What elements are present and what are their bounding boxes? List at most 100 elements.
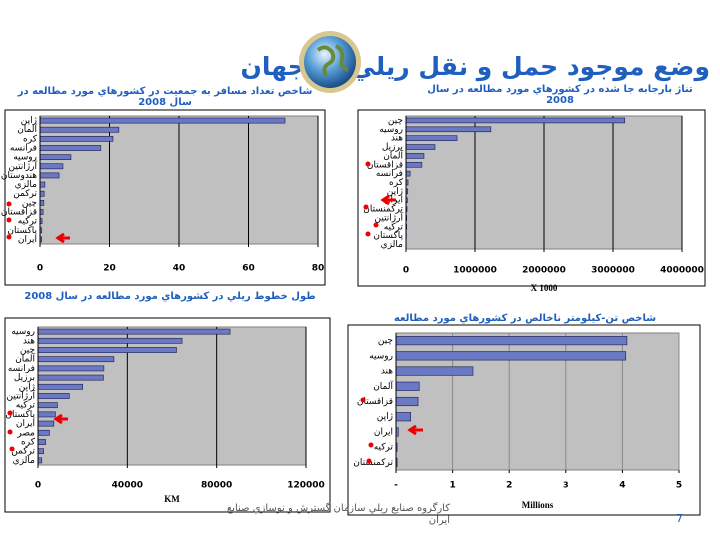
y-tick-label: فرانسه <box>376 169 403 179</box>
y-tick-label: ايران <box>18 235 37 245</box>
bar <box>405 144 436 150</box>
dot <box>6 217 12 223</box>
chart-title: شاخص تعداد مسافر به جمعيت در كشورهاي مور… <box>17 86 313 108</box>
bar <box>39 117 286 124</box>
y-tick-label: آلمان <box>383 149 403 161</box>
y-tick-label: پاكستان <box>373 231 403 241</box>
bar <box>39 190 45 197</box>
bar <box>395 366 474 376</box>
y-tick-label: قزاقستان <box>1 208 37 218</box>
x-tick-label: 4 <box>619 481 625 491</box>
bar <box>405 153 425 159</box>
dot <box>7 429 13 435</box>
y-tick-label: فرانسه <box>10 144 37 154</box>
page-number: 7 <box>676 512 683 525</box>
dot <box>360 397 366 403</box>
bar <box>37 393 70 399</box>
dot <box>6 234 12 240</box>
x-tick-label: 0 <box>403 266 409 276</box>
y-tick-label: ژاپن <box>19 382 35 392</box>
bar <box>39 135 114 142</box>
x-tick-label: 3 <box>563 481 569 490</box>
x-tick-label: 4000000 <box>660 266 704 276</box>
arrow <box>407 424 423 436</box>
y-tick-label: روسيه <box>369 351 393 361</box>
x-tick-label: 0 <box>37 264 43 274</box>
chart-title: طول خطوط ريلي در كشورهاي مورد مطالعه در … <box>24 291 316 302</box>
y-tick-label: آرژانتين <box>375 211 404 223</box>
y-tick-label: كره <box>23 134 38 144</box>
bar <box>37 411 56 418</box>
y-tick-label: مالزي <box>13 456 35 466</box>
footer: كارگروه صنايع ريلي سازمان گسترش و نوسازي… <box>226 503 450 526</box>
chart-title: شاخص تن-كيلومتر ناخالص در كشورهاي مورد م… <box>393 313 657 324</box>
dot <box>363 204 369 210</box>
y-tick-label: قزاقستان <box>367 160 403 170</box>
bar <box>405 117 626 124</box>
y-tick-label: برزيل <box>14 373 35 383</box>
x-tick-label: 80 <box>312 264 325 274</box>
dot <box>7 410 13 416</box>
bar <box>39 199 45 206</box>
y-tick-label: تركمن <box>11 447 35 457</box>
x-tick-label: 5 <box>676 481 682 491</box>
x-axis-label: Millions <box>522 500 554 510</box>
x-tick-label: 1 <box>449 481 455 491</box>
bar <box>37 383 83 390</box>
y-tick-label: آرژانتين <box>9 160 38 172</box>
y-tick-label: فرانسه <box>8 364 35 374</box>
bar <box>405 170 411 177</box>
y-tick-label: تركيه <box>16 401 36 411</box>
y-tick-label: آلمان <box>373 380 393 392</box>
x-tick-label: 40 <box>173 264 186 274</box>
bar <box>37 328 231 335</box>
dot <box>373 222 379 228</box>
chart-title: تناژ بارجابه جا شده در كشورهاي مورد مطال… <box>427 84 693 106</box>
y-tick-label: تركيه <box>374 443 394 453</box>
highlights <box>6 161 423 464</box>
y-tick-label: روسيه <box>13 153 37 163</box>
y-tick-label: هند <box>391 134 403 144</box>
bar <box>37 356 115 363</box>
y-tick-label: تركيه <box>384 222 404 232</box>
bar <box>395 412 412 422</box>
y-tick-label: مصر <box>16 428 35 438</box>
y-tick-label: آلمان <box>15 353 35 365</box>
y-tick-label: مالزي <box>381 240 403 250</box>
y-tick-label: روسيه <box>11 327 35 337</box>
x-tick-label: 2 <box>506 481 512 491</box>
bar <box>395 396 419 407</box>
y-tick-label: پاكستان <box>5 410 35 420</box>
bar <box>37 347 177 353</box>
y-tick-label: تركمنستان <box>363 205 403 215</box>
bar <box>37 429 50 436</box>
y-tick-label: ايران <box>374 427 393 437</box>
y-tick-label: تركمن <box>13 189 37 199</box>
y-tick-label: تركمنستان <box>353 458 393 468</box>
bar <box>39 154 72 161</box>
bar <box>395 336 628 346</box>
bar <box>37 365 105 372</box>
y-tick-label: چين <box>378 336 393 346</box>
x-tick-label: 3000000 <box>591 266 635 276</box>
bar <box>37 374 104 381</box>
bar <box>37 337 183 344</box>
y-tick-label: كره <box>21 438 36 448</box>
y-tick-label: آرژانتين <box>7 390 36 402</box>
dot <box>6 201 12 207</box>
y-tick-label: هند <box>381 367 393 377</box>
bar <box>37 420 55 427</box>
y-tick-label: چين <box>20 346 35 356</box>
x-tick-label: 60 <box>242 264 255 274</box>
y-tick-label: آلمان <box>17 123 37 135</box>
y-tick-label: برزيل <box>382 143 403 153</box>
dot <box>9 446 15 452</box>
x-axis-label: KM <box>164 494 180 504</box>
y-tick-label: ژاپن <box>377 412 393 422</box>
y-tick-label: تركيه <box>18 217 38 227</box>
bar <box>405 135 458 141</box>
y-tick-label: پاكستان <box>7 226 37 236</box>
y-tick-label: هندوستان <box>1 171 37 181</box>
